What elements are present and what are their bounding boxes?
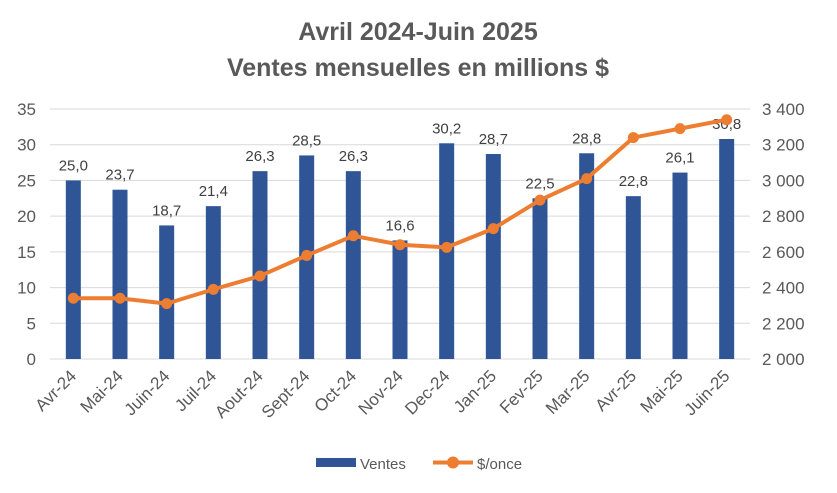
bar-data-label: 21,4 [199,183,228,200]
bar-data-label: 26,3 [245,148,274,165]
right-tick-label: 2 400 [762,279,805,298]
bar-ventes [159,225,175,359]
right-axis-ticks: 2 000 2 200 2 400 2 600 2 800 3 000 3 200 3 400 [762,100,805,369]
price-point [161,298,173,310]
x-tick-label: Juin-25 [681,366,734,419]
price-point [67,292,79,304]
bar-ventes [345,171,361,359]
price-point [254,270,266,282]
bar-ventes [252,171,268,359]
bar-data-label: 30,2 [432,120,461,137]
left-tick-label: 25 [17,171,36,190]
legend-label-price: $/once [477,456,522,473]
price-point [627,132,639,144]
bar-ventes [672,172,688,359]
legend: Ventes $/once [316,456,522,473]
price-line [67,114,733,310]
bar-data-label: 28,7 [479,131,508,148]
right-tick-label: 3 400 [762,100,805,119]
right-tick-label: 2 600 [762,243,805,262]
x-tick-label: Mar-25 [542,366,594,418]
price-point [581,173,593,185]
left-tick-label: 10 [17,279,36,298]
right-tick-label: 3 200 [762,136,805,155]
x-tick-label: Nov-24 [355,366,407,418]
right-tick-label: 2 200 [762,314,805,333]
left-tick-label: 20 [17,207,36,226]
ventes-bars [65,139,735,359]
bar-data-label: 23,7 [105,167,134,184]
chart-subtitle: Ventes mensuelles en millions $ [227,54,609,82]
x-tick-label: Sept-24 [258,366,314,422]
x-tick-label: Oct-24 [311,366,361,416]
price-point [441,241,453,253]
right-tick-label: 2 000 [762,350,805,369]
left-tick-label: 30 [17,136,36,155]
bar-data-label: 26,3 [339,148,368,165]
chart-title: Avril 2024-Juin 2025 [298,18,538,46]
price-point [487,223,499,235]
x-tick-label: Fev-25 [496,366,547,417]
bar-data-label: 28,8 [572,130,601,147]
left-axis-ticks: 0 5 10 15 20 25 30 35 [17,100,36,369]
left-tick-label: 5 [27,314,36,333]
left-tick-label: 0 [27,350,36,369]
bar-data-label: 26,1 [665,150,694,167]
price-point [114,292,126,304]
bar-ventes [392,240,408,359]
x-tick-label: Dec-24 [401,366,453,418]
bar-ventes [719,139,735,359]
price-point [207,283,219,295]
bar-ventes [625,196,641,359]
right-tick-label: 2 800 [762,207,805,226]
x-tick-label: Juin-24 [121,366,174,419]
bar-data-label: 22,5 [525,175,554,192]
bar-data-label: 28,5 [292,132,321,149]
bar-data-label: 22,8 [619,173,648,190]
legend-swatch-ventes [316,458,356,467]
right-tick-label: 3 000 [762,171,805,190]
x-tick-label: Avr-25 [592,366,641,415]
left-tick-label: 15 [17,243,36,262]
x-tick-label: Mai-25 [637,366,687,416]
legend-dot-price [447,456,459,469]
ventes-data-labels: 25,0 23,7 18,7 21,4 26,3 28,5 26,3 16,6 30,2 28,7… [59,116,742,234]
bar-ventes [485,154,501,359]
bar-ventes [205,206,221,359]
price-point [534,194,546,206]
bar-data-label: 25,0 [59,157,88,174]
bar-ventes [65,180,81,359]
price-point [347,230,359,242]
price-point [394,239,406,251]
x-tick-label: Avr-24 [32,366,81,415]
x-tick-label: Mai-24 [77,366,127,416]
bar-data-label: 16,6 [385,217,414,234]
bar-ventes [579,153,595,359]
price-point [721,114,733,126]
left-tick-label: 35 [17,100,36,119]
bar-data-label: 18,7 [152,202,181,219]
bar-ventes [112,189,128,359]
x-axis-ticks: Avr-24Mai-24Juin-24Juil-24Aout-24Sept-24… [32,366,734,422]
x-tick-label: Jan-25 [450,366,500,416]
bar-ventes [532,198,548,359]
x-tick-label: Aout-24 [211,366,267,422]
price-point [674,123,686,135]
price-point [301,249,313,261]
legend-label-ventes: Ventes [360,456,406,473]
